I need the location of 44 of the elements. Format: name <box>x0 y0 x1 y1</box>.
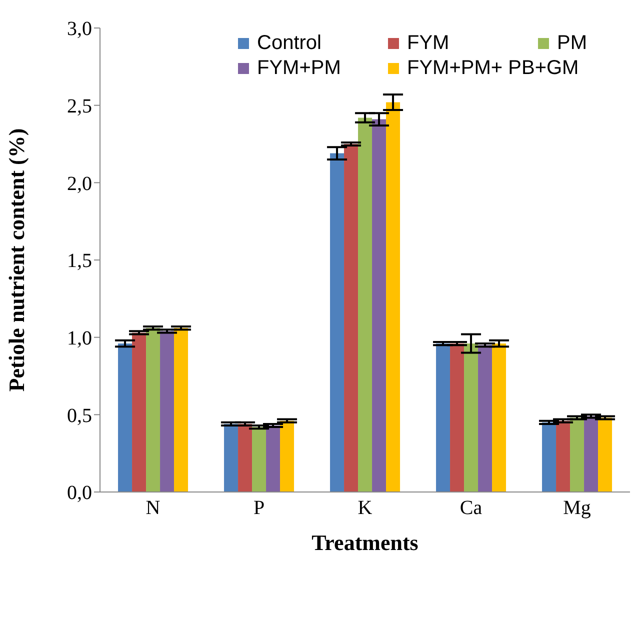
bar <box>330 153 344 492</box>
bar <box>436 344 450 492</box>
y-tick-label: 3,0 <box>67 18 92 40</box>
bar <box>344 144 358 492</box>
legend-label: FYM+PM+ PB+GM <box>407 57 579 80</box>
x-tick-label: N <box>146 497 160 520</box>
bar <box>386 102 400 492</box>
legend-label: Control <box>257 32 322 55</box>
bar <box>584 416 598 492</box>
y-tick-label: 2,0 <box>67 172 92 195</box>
legend-label: FYM+PM <box>257 57 341 80</box>
bar <box>542 422 556 492</box>
bar <box>132 332 146 492</box>
bar <box>174 328 188 492</box>
y-tick-label: 0,0 <box>67 482 92 504</box>
bar <box>464 344 478 492</box>
bar <box>160 331 174 492</box>
bar <box>478 345 492 492</box>
legend-label: PM <box>557 32 587 55</box>
bar <box>146 328 160 492</box>
bar <box>224 424 238 492</box>
bar <box>252 427 266 492</box>
y-tick-label: 0,5 <box>67 404 92 427</box>
x-tick-label: K <box>358 497 373 520</box>
bar <box>556 420 570 492</box>
bar <box>372 119 386 492</box>
y-tick-label: 2,5 <box>67 95 92 118</box>
bar <box>280 420 294 492</box>
x-tick-label: Ca <box>460 497 482 520</box>
x-tick-label: P <box>253 497 265 520</box>
y-tick-label: 1,0 <box>67 327 92 350</box>
x-axis-title: Treatments <box>312 530 419 555</box>
bar <box>118 344 132 492</box>
bar <box>492 344 506 492</box>
bar <box>238 424 252 492</box>
bar <box>570 418 584 492</box>
bar <box>266 425 280 492</box>
y-axis-title: Petiole nutrient content (%) <box>4 128 29 392</box>
bar <box>598 418 612 492</box>
y-tick-label: 1,5 <box>67 250 92 272</box>
x-tick-label: Mg <box>563 497 591 520</box>
bar <box>450 344 464 492</box>
bar <box>358 118 372 492</box>
legend-label: FYM <box>407 32 450 55</box>
